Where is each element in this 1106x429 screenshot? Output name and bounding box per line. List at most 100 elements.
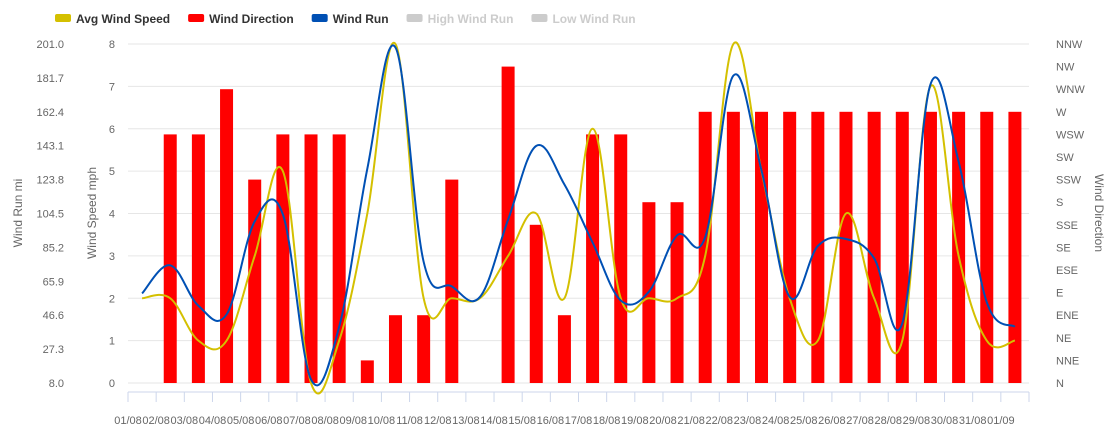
wind-speed-axis-title: Wind Speed mph (85, 167, 99, 259)
wind-speed-tick-label: 1 (109, 336, 115, 348)
x-tick-label: 03/08 (171, 415, 199, 427)
legend-label: Avg Wind Speed (76, 12, 170, 26)
x-tick-label: 01/08 (114, 415, 142, 427)
wind-direction-bar (191, 134, 205, 383)
wind-run-tick-label: 201.0 (36, 39, 64, 51)
x-tick-label: 14/08 (480, 415, 508, 427)
legend-item-low-wind-run: Low Wind Run (531, 12, 636, 26)
wind-run-tick-label: 162.4 (36, 107, 64, 119)
legend-item-high-wind-run: High Wind Run (406, 12, 513, 26)
chart-legend: Avg Wind Speed Wind Direction Wind Run High… (55, 12, 636, 26)
wind-speed-axis-ticks: 0 1 2 3 4 5 6 7 8 (109, 39, 115, 390)
x-tick-label: 24/08 (762, 415, 790, 427)
wind-direction-tick-label: SW (1056, 152, 1074, 164)
wind-run-line (141, 44, 1016, 387)
wind-run-tick-label: 65.9 (43, 276, 64, 288)
wind-direction-tick-label: SSE (1056, 220, 1078, 232)
wind-direction-tick-label: W (1056, 107, 1067, 119)
x-tick-label: 23/08 (734, 415, 762, 427)
legend-swatch (531, 14, 548, 22)
x-tick-label: 15/08 (508, 415, 536, 427)
legend-swatch (55, 14, 71, 22)
wind-direction-bar (557, 315, 571, 383)
legend-item-avg-wind-speed: Avg Wind Speed (55, 12, 170, 26)
x-tick-label: 01/09 (987, 415, 1015, 427)
wind-run-axis-ticks: 8.0 27.3 46.6 65.9 85.2 104.5 123.8 143.1 162.4 1… (36, 39, 64, 390)
wind-direction-bar (388, 315, 402, 383)
wind-direction-axis-title: Wind Direction (1092, 174, 1106, 252)
wind-direction-tick-label: E (1056, 288, 1063, 300)
wind-run-tick-label: 46.6 (43, 310, 64, 322)
wind-direction-bar (248, 179, 262, 383)
wind-direction-tick-label: ENE (1056, 310, 1079, 322)
wind-run-tick-label: 85.2 (43, 242, 64, 254)
wind-speed-tick-label: 7 (109, 81, 115, 93)
x-tick-label: 27/08 (846, 415, 874, 427)
wind-direction-bar (163, 134, 177, 383)
wind-speed-tick-label: 8 (109, 39, 115, 51)
x-tick-label: 30/08 (931, 415, 959, 427)
wind-direction-tick-label: SE (1056, 242, 1071, 254)
wind-direction-tick-label: NNW (1056, 39, 1083, 51)
wind-direction-bar (529, 224, 543, 383)
wind-direction-tick-label: WSW (1056, 129, 1085, 141)
legend-label: Wind Direction (209, 12, 294, 26)
wind-run-tick-label: 8.0 (49, 378, 64, 390)
series-lines (141, 41, 1016, 395)
x-tick-label: 11/08 (396, 415, 423, 427)
x-tick-label: 19/08 (621, 415, 649, 427)
x-tick-label: 09/08 (339, 415, 367, 427)
x-tick-label: 21/08 (677, 415, 705, 427)
wind-direction-bar (614, 134, 628, 383)
wind-direction-tick-label: N (1056, 378, 1064, 390)
legend-label: Wind Run (333, 12, 389, 26)
wind-direction-bar (783, 111, 797, 384)
legend-swatch (311, 14, 328, 22)
wind-direction-bar (670, 202, 684, 383)
wind-direction-axis-ticks: N NNE NE ENE E ESE SE SSE S SSW SW WSW W WNW NW NNW (1056, 39, 1085, 390)
wind-direction-tick-label: NE (1056, 333, 1071, 345)
wind-direction-bar (586, 134, 600, 383)
legend-item-wind-direction: Wind Direction (188, 12, 294, 26)
wind-run-tick-label: 143.1 (36, 141, 64, 153)
x-tick-label: 08/08 (311, 415, 339, 427)
x-tick-label: 07/08 (283, 415, 311, 427)
legend-swatch (406, 14, 423, 22)
wind-run-tick-label: 27.3 (43, 344, 64, 356)
wind-speed-tick-label: 5 (109, 166, 115, 178)
wind-direction-bar (332, 134, 346, 383)
wind-direction-bar (360, 360, 374, 383)
wind-direction-tick-label: NNE (1056, 355, 1079, 367)
wind-direction-bar (839, 111, 853, 384)
wind-run-tick-label: 104.5 (36, 209, 64, 221)
wind-direction-bar (923, 111, 937, 384)
x-tick-label: 20/08 (649, 415, 677, 427)
x-tick-label: 04/08 (199, 415, 227, 427)
x-axis-ticks: 01/08 02/08 03/08 04/08 05/08 06/08 07/08 08/08… (114, 415, 1014, 427)
wind-run-tick-label: 123.8 (36, 175, 64, 187)
legend-swatch (188, 14, 205, 22)
wind-direction-bar (417, 315, 431, 383)
x-tick-label: 02/08 (142, 415, 170, 427)
x-tick-label: 06/08 (255, 415, 283, 427)
x-tick-label: 25/08 (790, 415, 818, 427)
avg-wind-speed-line (141, 41, 1016, 395)
wind-direction-tick-label: SSW (1056, 175, 1082, 187)
wind-direction-bar (952, 111, 966, 384)
wind-speed-tick-label: 0 (109, 378, 115, 390)
x-tick-label: 10/08 (368, 415, 396, 427)
wind-direction-bar (304, 134, 318, 383)
wind-speed-tick-label: 6 (109, 124, 115, 136)
wind-direction-bar (980, 111, 994, 384)
wind-direction-tick-label: ESE (1056, 265, 1078, 277)
x-tick-label: 18/08 (593, 415, 621, 427)
x-tick-label: 12/08 (424, 415, 452, 427)
wind-direction-bar (755, 111, 769, 384)
x-tick-label: 26/08 (818, 415, 846, 427)
wind-speed-tick-label: 4 (109, 209, 115, 221)
wind-direction-bar (445, 179, 459, 383)
x-tick-label: 31/08 (959, 415, 987, 427)
x-tick-label: 28/08 (874, 415, 902, 427)
legend-item-wind-run: Wind Run (311, 12, 389, 26)
